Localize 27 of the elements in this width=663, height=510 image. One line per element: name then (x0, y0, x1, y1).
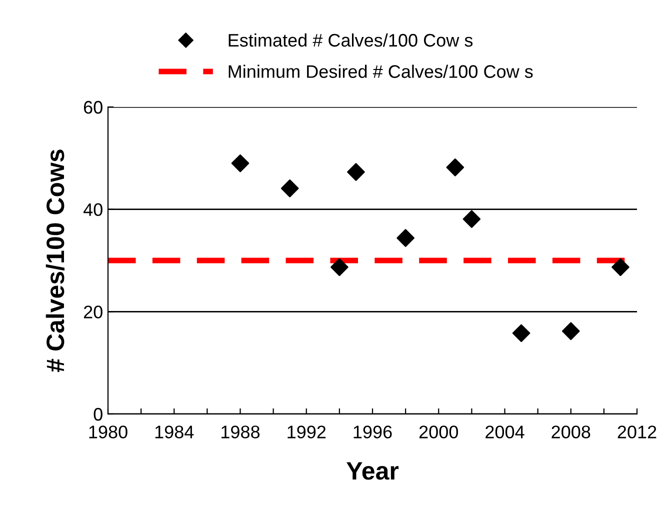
x-tick-label: 1992 (288, 426, 326, 438)
point (612, 258, 630, 276)
x-tick-label: 2008 (552, 426, 590, 438)
x-axis-title: Year (346, 462, 399, 480)
point (280, 179, 299, 198)
legend-label: Estimated # Calves/100 Cow s (228, 33, 473, 47)
legend-label: Minimum Desired # Calves/100 Cow s (228, 64, 533, 78)
x-tick-label: 2012 (618, 426, 656, 438)
point (562, 322, 580, 340)
point (446, 158, 464, 176)
point (330, 258, 348, 276)
y-tick-label: 60 (84, 100, 102, 114)
point (396, 229, 414, 247)
point (512, 324, 530, 342)
x-tick-label: 2000 (419, 426, 458, 438)
y-tick-label: 20 (84, 306, 102, 318)
x-tick-label: 1988 (222, 426, 260, 438)
x-tick-label: 2004 (486, 426, 524, 438)
point (231, 154, 250, 172)
y-axis-title: # Calves/100 Cows (46, 150, 64, 372)
y-tick-label: 40 (83, 203, 102, 216)
x-tick-label: 1984 (155, 426, 194, 438)
x-tick-label: 1996 (354, 426, 392, 438)
point (347, 163, 365, 181)
x-tick-label: 1980 (89, 426, 128, 438)
y-tick-label: 0 (94, 408, 102, 421)
point (462, 210, 481, 228)
